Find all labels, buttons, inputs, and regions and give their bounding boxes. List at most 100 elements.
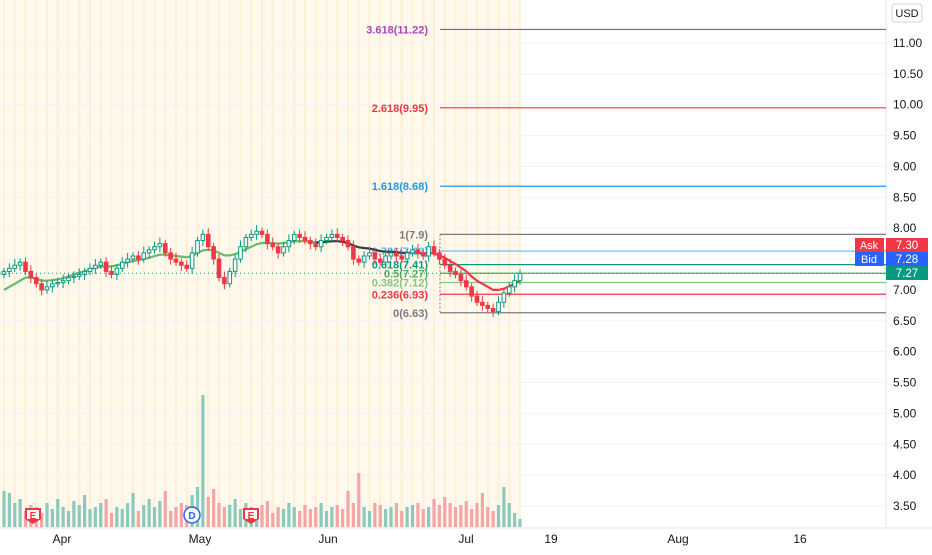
time-tick-label: 16 <box>793 532 807 546</box>
currency-button[interactable]: USD <box>891 3 923 23</box>
candle-body <box>114 267 120 275</box>
volume-bar <box>109 513 114 527</box>
volume-bar <box>88 509 92 527</box>
volume-bar <box>405 507 409 527</box>
candle-body <box>506 286 512 294</box>
session-stripe <box>196 0 199 528</box>
session-stripe <box>164 0 167 528</box>
event-marker-label: D <box>188 511 195 522</box>
price-tick-label: 7.00 <box>893 283 917 297</box>
time-axis[interactable]: Apr May Jun Jul 19 Aug 16 <box>53 532 807 546</box>
candle-body <box>501 292 507 303</box>
volume-bar <box>513 513 517 527</box>
volume-bar <box>416 503 420 527</box>
candle-body <box>200 233 206 242</box>
session-stripe <box>3 0 5 528</box>
price-tick-label: 3.50 <box>893 499 917 513</box>
fib-level-label: 3.618(11.22) <box>366 24 428 36</box>
volume-bar <box>421 509 425 527</box>
volume-bar <box>99 503 103 527</box>
volume-bar <box>169 511 173 527</box>
volume-bar <box>147 499 151 527</box>
quote-labels: Ask 7.30 Bid 7.28 7.27 <box>0 238 928 280</box>
bid-quote-value: 7.28 <box>896 254 918 266</box>
candle-body <box>496 301 501 313</box>
candle-body <box>195 240 200 254</box>
candle-body <box>71 275 77 279</box>
volume-bar <box>61 507 65 527</box>
volume-bar <box>72 501 76 527</box>
earnings-marker[interactable]: E <box>243 508 259 524</box>
price-tick-label: 5.00 <box>893 406 917 420</box>
candle-body <box>453 270 458 275</box>
dividend-marker[interactable]: D <box>183 506 201 524</box>
price-tick-label: 5.50 <box>893 376 917 390</box>
candle-body <box>119 261 125 269</box>
volume-bar <box>362 507 366 527</box>
candle-body <box>17 261 23 266</box>
volume-bar <box>319 503 323 527</box>
candle-body <box>329 233 335 238</box>
candle-body <box>222 277 227 285</box>
candle-body <box>66 277 71 282</box>
candle-body <box>23 261 28 272</box>
candle-body <box>447 264 453 272</box>
session-stripe <box>261 0 263 528</box>
price-axis[interactable]: 11.0010.5010.009.509.008.508.007.507.006… <box>893 36 923 513</box>
price-tick-label: 6.00 <box>893 345 917 359</box>
session-stripe <box>508 0 511 528</box>
session-stripe <box>56 0 59 528</box>
candle-body <box>356 258 362 263</box>
volume-bar <box>303 505 307 527</box>
candle-body <box>28 270 34 279</box>
currency-label: USD <box>895 8 918 20</box>
ask-quote-label: Ask <box>860 240 879 252</box>
candle-body <box>324 236 329 242</box>
candle-body <box>404 252 410 260</box>
session-stripe <box>132 0 134 528</box>
candle-body <box>93 264 98 269</box>
volume-bar <box>126 503 130 527</box>
event-marker-label: E <box>30 511 37 522</box>
candle-body <box>173 258 179 263</box>
candle-body <box>39 283 44 291</box>
session-stripe <box>433 0 435 528</box>
time-tick-label: 19 <box>544 532 558 546</box>
volume-bar <box>502 487 506 527</box>
volume-bar <box>491 511 495 527</box>
candle-body <box>415 249 421 254</box>
volume-bar <box>142 505 146 527</box>
fib-level-label: 1(7.9) <box>399 229 428 241</box>
candle-body <box>216 258 222 279</box>
volume-bar <box>459 505 463 527</box>
session-stripe <box>476 0 478 528</box>
candle-body <box>291 233 297 242</box>
volume-bar <box>158 501 162 527</box>
candle-body <box>109 270 114 275</box>
volume-bar <box>50 509 54 527</box>
bid-quote-label: Bid <box>861 254 877 266</box>
session-stripe <box>519 0 521 528</box>
volume-bar <box>351 503 355 527</box>
candle-body <box>437 252 442 260</box>
volume-bar <box>314 507 318 527</box>
candle-body <box>517 272 523 282</box>
candles <box>1 225 523 318</box>
volume-bar <box>437 505 441 527</box>
candle-body <box>297 233 302 238</box>
candle-body <box>480 301 485 306</box>
volume-bar <box>394 503 398 527</box>
candle-body <box>168 252 173 260</box>
volume-bar <box>77 505 81 527</box>
volume-bar <box>346 491 350 527</box>
session-stripe <box>390 0 392 528</box>
price-tick-label: 6.50 <box>893 314 917 328</box>
candle-body <box>345 240 351 248</box>
volume-bar <box>443 497 447 527</box>
earnings-marker[interactable]: E <box>25 508 41 524</box>
candle-body <box>76 274 82 277</box>
volume-bar <box>206 497 210 527</box>
